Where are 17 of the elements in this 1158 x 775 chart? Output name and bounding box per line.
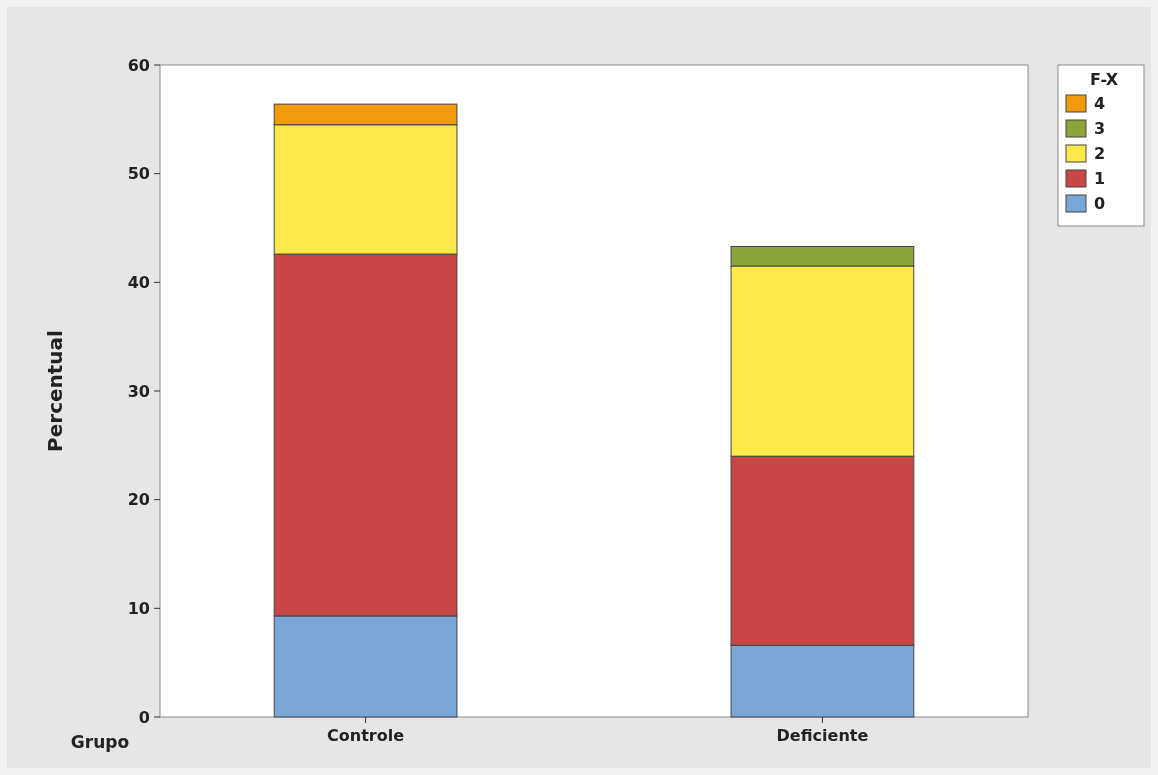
y-tick-label: 0 (138, 707, 150, 727)
y-tick-label: 10 (127, 598, 150, 618)
legend-label: 0 (1094, 194, 1106, 213)
legend-label: 4 (1094, 94, 1106, 113)
legend-label: 2 (1094, 144, 1106, 163)
legend-label: 3 (1094, 119, 1106, 138)
y-tick-label: 40 (127, 272, 150, 292)
y-tick-label: 20 (127, 490, 150, 510)
y-tick-label: 30 (127, 381, 150, 401)
legend-title: F-X (1090, 70, 1119, 89)
y-tick-label: 50 (127, 164, 150, 184)
x-axis-title: Grupo (70, 732, 130, 752)
x-tick-label: Deficiente (776, 726, 869, 745)
y-tick-label: 60 (127, 55, 150, 75)
y-axis-title: Percentual (43, 330, 67, 452)
legend-label: 1 (1094, 169, 1106, 188)
x-tick-label: Controle (327, 726, 405, 745)
